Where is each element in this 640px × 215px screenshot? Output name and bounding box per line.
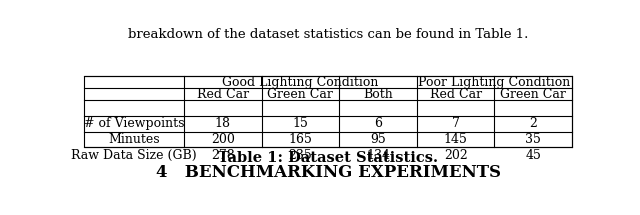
Text: 35: 35 [525,133,541,146]
Text: Red Car: Red Car [429,88,482,101]
Text: 15: 15 [292,117,308,131]
Bar [84,76,572,147]
Text: 95: 95 [370,133,386,146]
Text: 202: 202 [444,149,468,162]
Text: Table 1: Dataset Statistics.: Table 1: Dataset Statistics. [218,150,438,164]
Text: 2: 2 [529,117,537,131]
Text: 134: 134 [366,149,390,162]
Text: breakdown of the dataset statistics can be found in Table 1.: breakdown of the dataset statistics can … [128,28,528,41]
Text: Raw Data Size (GB): Raw Data Size (GB) [71,149,196,162]
Text: 7: 7 [452,117,460,131]
Text: Minutes: Minutes [108,133,160,146]
Text: 200: 200 [211,133,235,146]
Text: Green Car: Green Car [500,88,566,101]
Text: 6: 6 [374,117,382,131]
Text: Green Car: Green Car [268,88,333,101]
Text: 18: 18 [215,117,231,131]
Text: Good Lighting Condition: Good Lighting Condition [222,75,379,89]
Text: 145: 145 [444,133,468,146]
Text: 45: 45 [525,149,541,162]
Text: 165: 165 [289,133,312,146]
Text: Poor Lighting Condition: Poor Lighting Condition [419,75,571,89]
Text: # of Viewpoints: # of Viewpoints [84,117,184,131]
Text: 4   BENCHMARKING EXPERIMENTS: 4 BENCHMARKING EXPERIMENTS [156,164,500,181]
Text: 235: 235 [289,149,312,162]
Text: 278: 278 [211,149,235,162]
Text: Red Car: Red Car [196,88,249,101]
Text: Both: Both [363,88,393,101]
